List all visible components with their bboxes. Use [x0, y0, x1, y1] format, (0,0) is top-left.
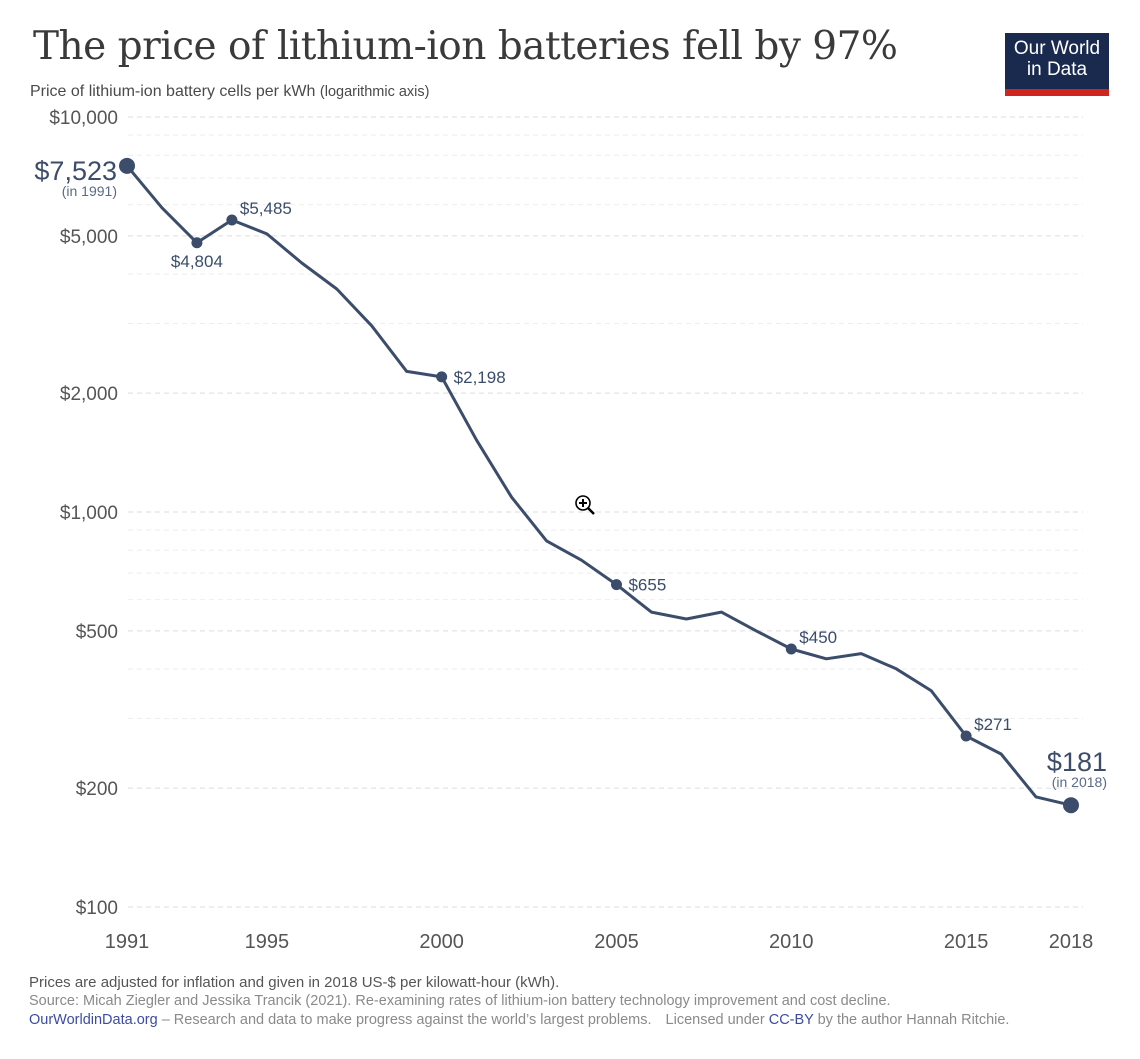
owid-site-link[interactable]: OurWorldinData.org: [29, 1012, 158, 1028]
y-tick-label: $10,000: [49, 108, 118, 129]
data-label: $2,198: [454, 368, 506, 387]
y-tick-label: $2,000: [60, 384, 118, 405]
subtitle-text: Price of lithium-ion battery cells per k…: [30, 83, 316, 100]
x-tick-label: 1995: [245, 931, 290, 953]
y-tick-label: $100: [76, 898, 118, 919]
data-label: $5,485: [240, 199, 292, 218]
data-point-marker: [960, 730, 972, 742]
x-tick-label: 2000: [419, 931, 464, 953]
data-label: $655: [628, 576, 666, 595]
license-link[interactable]: CC-BY: [768, 1012, 814, 1028]
data-point-marker: [226, 214, 238, 226]
y-axis: $10,000 $5,000 $2,000 $1,000 $500 $200 $100: [49, 108, 118, 919]
annotations: $7,523(in 1991) $4,804 $5,485 $2,198 $655 $45…: [34, 156, 1107, 814]
y-tick-label: $1,000: [60, 503, 118, 524]
subtitle-note: (logarithmic axis): [319, 84, 430, 100]
series-line: [125, 164, 1073, 807]
zoom-cursor-icon: [575, 495, 595, 515]
data-point-marker: [785, 643, 797, 655]
data-label: $271: [974, 715, 1012, 734]
data-label: $450: [799, 628, 837, 647]
footer-credit: OurWorldinData.org – Research and data t…: [29, 1012, 1009, 1028]
data-label-sub: (in 1991): [62, 183, 117, 199]
footer-source: Source: Micah Ziegler and Jessika Tranci…: [29, 993, 891, 1009]
y-tick-label: $500: [76, 622, 118, 643]
logo-line-1: Our World: [1013, 38, 1101, 59]
logo-accent-bar: [1005, 89, 1109, 96]
data-point-marker: [1063, 797, 1079, 814]
x-tick-label: 2005: [594, 931, 639, 953]
chart-title: The price of lithium-ion batteries fell …: [33, 24, 898, 69]
chart-subtitle: Price of lithium-ion battery cells per k…: [30, 83, 429, 101]
data-label: $181: [1047, 747, 1107, 777]
data-point-marker: [119, 157, 135, 174]
data-label: $4,804: [171, 252, 223, 271]
data-point-marker: [436, 371, 448, 383]
grid-lines: [128, 116, 1083, 908]
data-point-marker: [191, 237, 203, 249]
series-group: [125, 164, 1073, 807]
x-tick-label: 2010: [769, 931, 814, 953]
license-prefix: Licensed under: [665, 1012, 769, 1028]
line-chart: $10,000 $5,000 $2,000 $1,000 $500 $200 $100 19…: [34, 108, 1107, 953]
logo-line-2: in Data: [1026, 59, 1088, 80]
data-label: $7,523: [34, 156, 117, 186]
y-tick-label: $200: [76, 779, 118, 800]
x-tick-label: 2015: [944, 931, 989, 953]
x-tick-label: 1991: [105, 931, 150, 953]
license-suffix: by the author Hannah Ritchie.: [813, 1012, 1010, 1028]
footer-tagline: – Research and data to make progress aga…: [157, 1012, 652, 1028]
x-axis: 1991 1995 2000 2005 2010 2015 2018: [105, 931, 1094, 953]
owid-logo[interactable]: Our World in Data: [1005, 33, 1109, 96]
footer-note: Prices are adjusted for inflation and gi…: [29, 974, 560, 991]
data-point-marker: [610, 579, 622, 591]
y-tick-label: $5,000: [60, 227, 118, 248]
x-tick-label: 2018: [1049, 931, 1094, 953]
data-label-sub: (in 2018): [1052, 774, 1107, 790]
